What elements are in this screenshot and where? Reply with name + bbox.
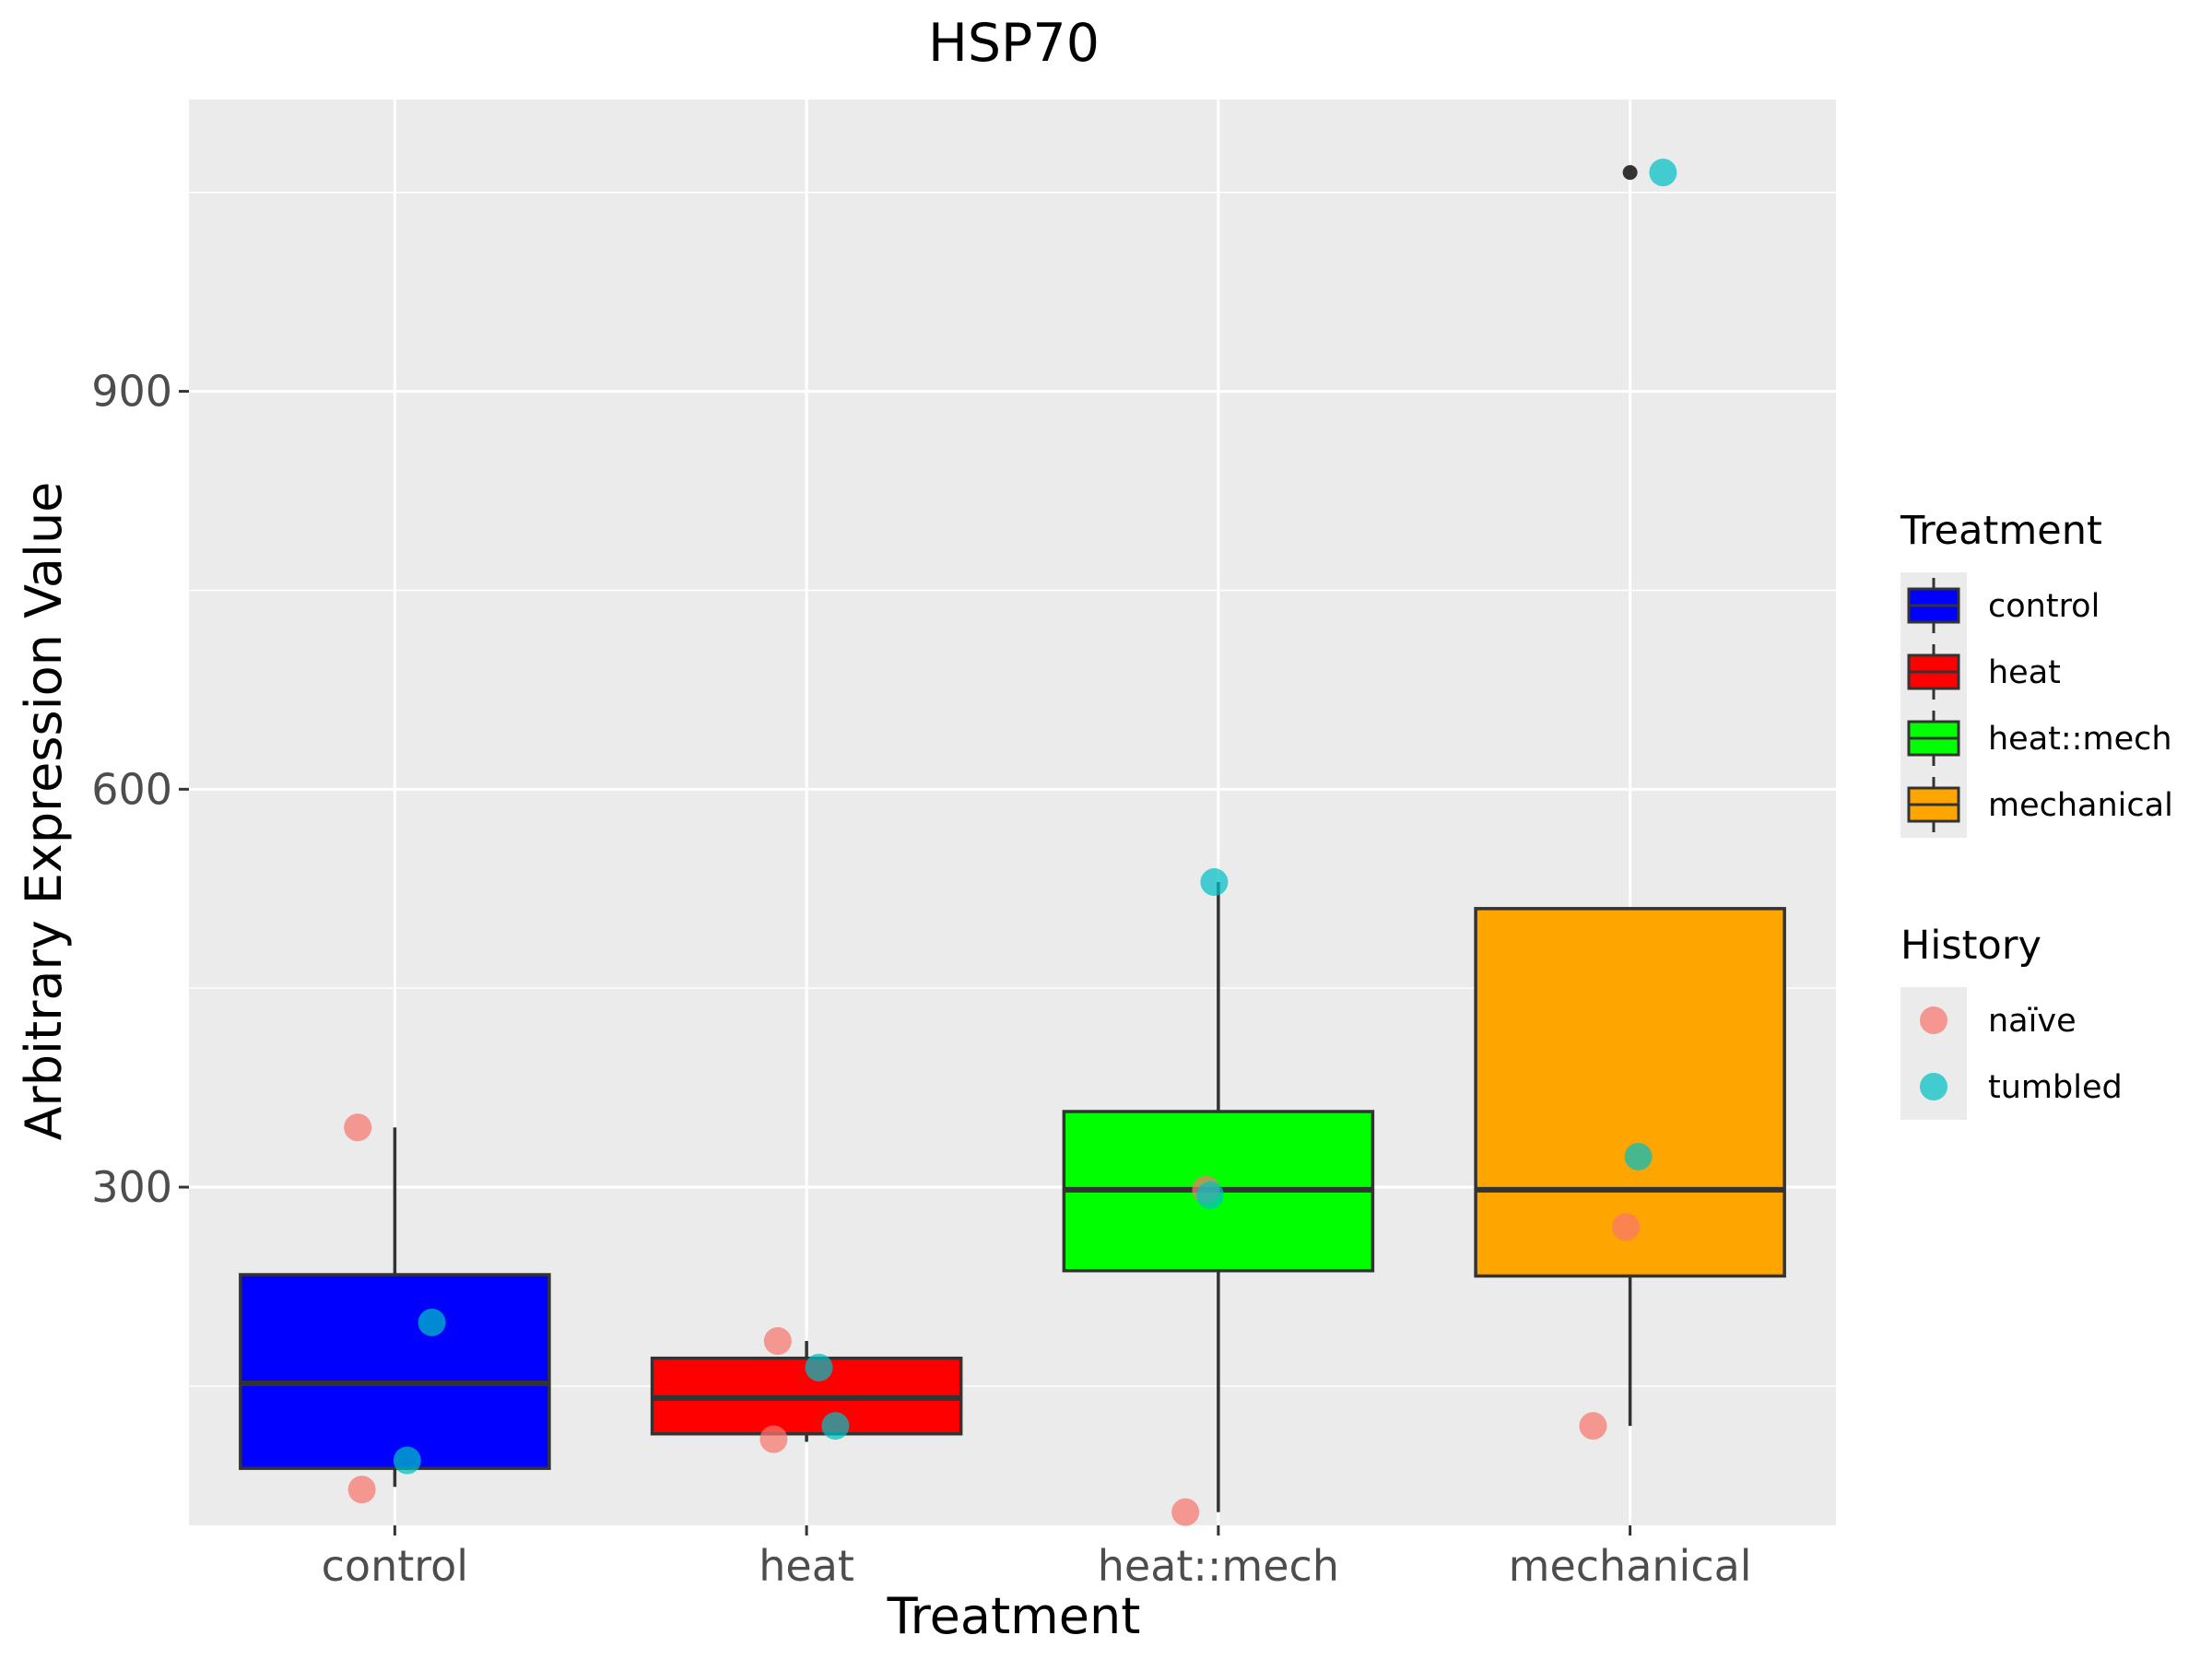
- x-axis-title: Treatment: [887, 1587, 1141, 1645]
- legend-label: heat::mech: [1988, 721, 2172, 758]
- point-na-ve: [344, 1113, 372, 1142]
- legend-label: tumbled: [1988, 1069, 2123, 1106]
- box-control: [239, 1127, 551, 1488]
- point-tumbled: [393, 1446, 421, 1475]
- y-tick-label: 900: [91, 367, 172, 417]
- point-na-ve: [759, 1425, 788, 1453]
- point-na-ve: [1171, 1498, 1200, 1526]
- point-tumbled: [1649, 159, 1677, 187]
- y-axis-title: Arbitrary Expression Value: [15, 482, 73, 1141]
- point-na-ve: [1612, 1213, 1641, 1241]
- legend-title: History: [1900, 923, 2041, 969]
- point-tumbled: [1195, 1181, 1224, 1209]
- legend-history: History naïve tumbled: [1900, 923, 2123, 1120]
- legends: Treatmentcontrolheatheat::mechmechanical…: [1900, 508, 2173, 1120]
- legend-label: control: [1988, 588, 2100, 625]
- x-tick-label: heat: [759, 1541, 854, 1591]
- legend-title: Treatment: [1900, 508, 2102, 554]
- x-tick-label: mechanical: [1509, 1541, 1752, 1591]
- legend-item-tumbled: tumbled: [1900, 1053, 2123, 1120]
- point-na-ve: [763, 1326, 792, 1355]
- x-tick-label: heat::mech: [1098, 1541, 1339, 1591]
- legend-key-point: [1920, 1006, 1947, 1034]
- legend-label: naïve: [1988, 1003, 2077, 1040]
- legend-item-mechanical: mechanical: [1900, 771, 2173, 838]
- point-na-ve: [347, 1476, 376, 1504]
- box-heat-mech: [1062, 882, 1375, 1512]
- chart-title: HSP70: [928, 13, 1100, 74]
- y-tick-label: 300: [91, 1162, 172, 1212]
- box-iqr: [239, 1273, 551, 1470]
- legend-key-point: [1920, 1073, 1947, 1100]
- legend-item-control: control: [1900, 572, 2100, 639]
- legend-item-heat: heat: [1900, 639, 2061, 705]
- point-tumbled: [418, 1308, 446, 1336]
- outlier-point: [1622, 165, 1638, 181]
- x-tick-label: control: [322, 1541, 468, 1591]
- legend-item-heat-mech: heat::mech: [1900, 705, 2172, 771]
- y-tick-label: 600: [91, 764, 172, 814]
- point-tumbled: [1200, 868, 1229, 897]
- point-tumbled: [821, 1412, 850, 1441]
- legend-label: heat: [1988, 654, 2061, 691]
- point-na-ve: [1579, 1412, 1607, 1441]
- point-tumbled: [1624, 1142, 1653, 1171]
- point-tumbled: [805, 1353, 833, 1382]
- legend-label: mechanical: [1988, 787, 2173, 824]
- legend-item-na-ve: naïve: [1900, 987, 2077, 1053]
